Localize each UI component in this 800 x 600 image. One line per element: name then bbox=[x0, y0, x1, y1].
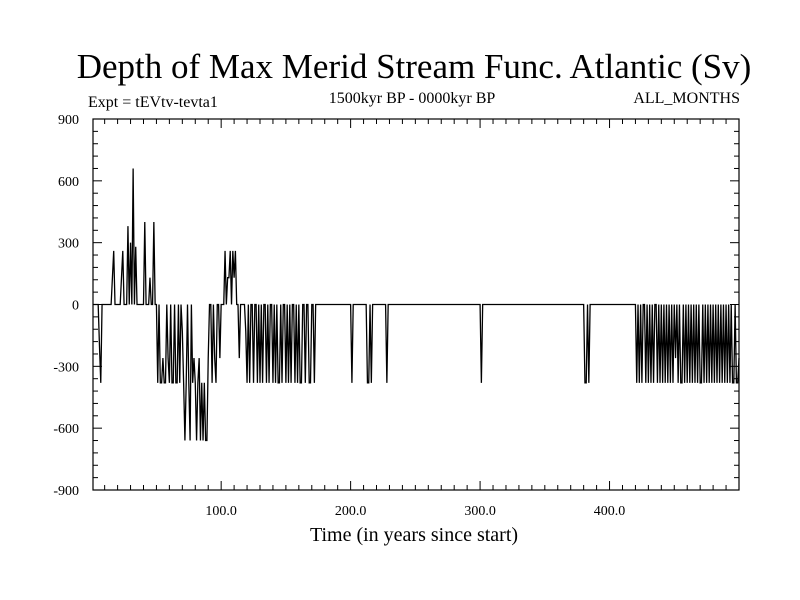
y-tick-label: -600 bbox=[53, 422, 79, 437]
chart-title: Depth of Max Merid Stream Func. Atlantic… bbox=[77, 47, 752, 86]
x-axis: 100.0 200.0 300.0 400.0 bbox=[104, 119, 740, 519]
x-tick-label: 100.0 bbox=[205, 504, 237, 519]
x-axis-label: Time (in years since start) bbox=[310, 524, 518, 546]
x-tick-label: 300.0 bbox=[464, 504, 496, 519]
experiment-label: Expt = tEVtv-tevta1 bbox=[88, 94, 218, 111]
y-tick-label: 300 bbox=[58, 237, 79, 252]
months-label: ALL_MONTHS bbox=[633, 90, 740, 107]
y-tick-label: 0 bbox=[72, 299, 79, 314]
x-tick-label: 400.0 bbox=[594, 504, 626, 519]
y-tick-label: -300 bbox=[53, 360, 79, 375]
series-layer bbox=[93, 168, 740, 442]
x-tick-label: 200.0 bbox=[335, 504, 367, 519]
series-line bbox=[93, 168, 740, 442]
period-label: 1500kyr BP - 0000kyr BP bbox=[329, 90, 496, 107]
y-tick-label: -900 bbox=[53, 484, 79, 499]
y-tick-label: 900 bbox=[58, 113, 79, 128]
y-tick-label: 600 bbox=[58, 175, 79, 190]
